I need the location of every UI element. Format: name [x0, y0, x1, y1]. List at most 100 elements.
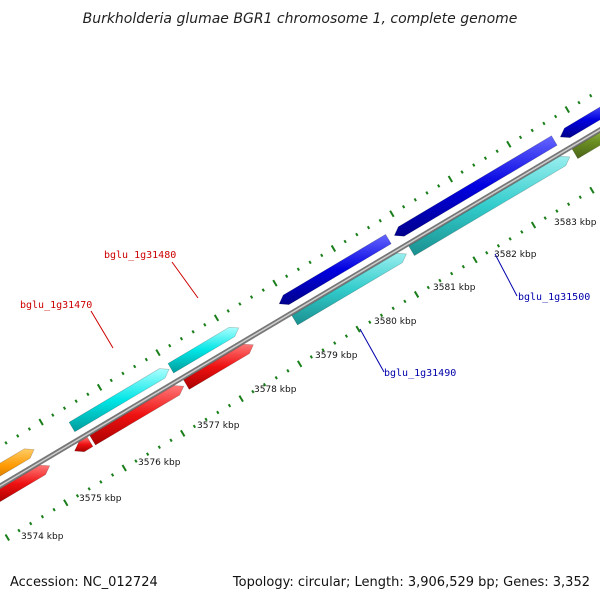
- axis-label-3581: 3581 kbp: [433, 283, 476, 293]
- inner-tick-17: [204, 417, 208, 422]
- cds-red-bglu_1g31470[interactable]: [89, 385, 185, 446]
- outer-tick-23: [249, 295, 254, 299]
- outer-tick-20: [213, 314, 220, 322]
- outer-tick-12: [121, 371, 125, 376]
- inner-tick-9: [110, 473, 115, 477]
- cds-red-small[interactable]: [74, 436, 94, 453]
- inner-tick-42: [496, 244, 501, 248]
- cds-olive-edge[interactable]: [571, 125, 600, 160]
- gene-label-bglu_1g31500[interactable]: bglu_1g31500: [518, 292, 590, 303]
- inner-tick-10: [121, 464, 127, 472]
- gene-label-bglu_1g31490[interactable]: bglu_1g31490: [384, 368, 456, 379]
- outer-tick-31: [343, 239, 347, 244]
- outer-tick-30: [330, 244, 337, 252]
- outer-tick-22: [238, 302, 242, 306]
- inner-tick-18: [216, 410, 220, 415]
- cds-teal-bglu_1g31500[interactable]: [408, 155, 571, 257]
- axis-label-3582: 3582 kbp: [494, 250, 537, 260]
- outer-tick-19: [203, 323, 207, 327]
- axis-label-3580: 3580 kbp: [374, 317, 417, 327]
- outer-tick-35: [389, 210, 395, 218]
- genome-summary-text: Topology: circular; Length: 3,906,529 bp…: [232, 575, 590, 590]
- axis-label-3579: 3579 kbp: [315, 351, 358, 361]
- inner-tick-2: [29, 521, 33, 526]
- outer-tick-49: [553, 114, 558, 119]
- outer-tick-27: [296, 267, 300, 272]
- outer-tick-21: [226, 309, 230, 313]
- gene-callouts: [90, 253, 518, 373]
- inner-tick-35: [413, 290, 420, 298]
- inner-tick-track: [4, 186, 595, 542]
- inner-tick-11: [134, 459, 138, 463]
- outer-tick-17: [179, 336, 184, 341]
- inner-tick-28: [333, 341, 337, 345]
- inner-tick-1: [17, 528, 21, 533]
- inner-tick-26: [309, 355, 313, 359]
- accession-text: Accession: NC_012724: [10, 575, 158, 590]
- outer-tick-43: [483, 156, 488, 160]
- inner-tick-41: [485, 250, 489, 255]
- inner-tick-14: [169, 438, 173, 443]
- cds-teal-bglu_1g31490[interactable]: [291, 252, 407, 326]
- outer-tick-28: [308, 260, 312, 265]
- axis-label-3578: 3578 kbp: [254, 385, 297, 395]
- cds-blue-right[interactable]: [393, 135, 558, 237]
- outer-tick-42: [472, 163, 476, 167]
- inner-tick-43: [508, 237, 512, 241]
- inner-tick-13: [157, 445, 161, 450]
- outer-tick-46: [518, 135, 523, 140]
- outer-tick-26: [285, 274, 289, 279]
- outer-tick-37: [413, 198, 417, 202]
- cds-orange-left[interactable]: [0, 448, 35, 484]
- cds-cyan-bglu_1g31470[interactable]: [68, 368, 170, 433]
- gene-label-bglu_1g31470[interactable]: bglu_1g31470: [20, 300, 92, 311]
- inner-tick-3: [40, 514, 45, 519]
- callout-line-bglu_1g31470: [90, 310, 114, 349]
- inner-tick-46: [543, 216, 547, 220]
- inner-tick-37: [438, 278, 442, 283]
- outer-tick-11: [109, 378, 113, 383]
- inner-tick-47: [555, 209, 559, 213]
- axis-label-3575: 3575 kbp: [79, 494, 122, 504]
- cds-red-bglu_1g31480[interactable]: [183, 343, 254, 390]
- outer-tick-47: [530, 128, 534, 133]
- cds-blue-left[interactable]: [278, 233, 392, 305]
- inner-tick-39: [461, 264, 465, 269]
- cds-cyan-bglu_1g31480[interactable]: [167, 326, 240, 374]
- cds-blue-edge[interactable]: [559, 102, 600, 138]
- outer-tick-2: [4, 441, 8, 445]
- inner-tick-25: [296, 360, 303, 368]
- inner-tick-33: [391, 306, 395, 311]
- map-title: Burkholderia glumae BGR1 chromosome 1, c…: [83, 11, 518, 27]
- inner-tick-20: [238, 395, 244, 403]
- outer-tick-29: [320, 253, 324, 258]
- feature-track: [0, 102, 600, 503]
- inner-tick-15: [180, 429, 186, 437]
- inner-tick-5: [63, 499, 69, 507]
- callout-line-bglu_1g31500: [494, 253, 518, 297]
- outer-tick-track: [4, 93, 593, 445]
- outer-tick-13: [133, 364, 137, 369]
- outer-tick-32: [355, 232, 359, 237]
- axis-label-3577: 3577 kbp: [197, 421, 240, 431]
- outer-tick-50: [564, 106, 570, 114]
- inner-tick-50: [589, 186, 595, 194]
- gene-label-bglu_1g31480[interactable]: bglu_1g31480: [104, 250, 176, 261]
- inner-tick-49: [578, 195, 582, 200]
- outer-tick-36: [401, 204, 406, 209]
- inner-tick-24: [286, 369, 290, 373]
- inner-tick-21: [251, 389, 255, 394]
- cds-red-left[interactable]: [0, 464, 51, 503]
- outer-tick-7: [62, 406, 67, 410]
- outer-tick-38: [425, 191, 429, 195]
- inner-tick-23: [274, 375, 278, 380]
- outer-tick-25: [272, 279, 278, 287]
- outer-tick-10: [96, 383, 103, 391]
- inner-tick-45: [530, 221, 537, 229]
- inner-tick-32: [379, 313, 384, 318]
- axis-label-3574: 3574 kbp: [21, 532, 64, 542]
- callout-line-bglu_1g31490: [359, 328, 385, 373]
- inner-tick-29: [344, 334, 349, 338]
- inner-tick-8: [99, 480, 103, 484]
